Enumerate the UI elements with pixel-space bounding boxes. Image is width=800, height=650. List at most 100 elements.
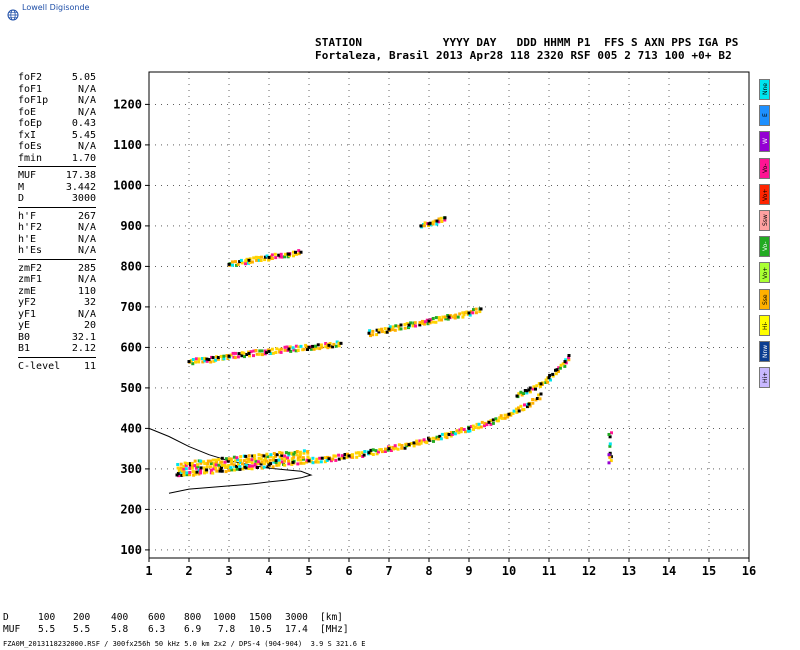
echo-mark <box>259 462 263 466</box>
param-name: h'F2 <box>18 222 43 233</box>
param-group-muf: MUF 17.38 M 3.442 D 3000 <box>18 170 96 205</box>
echo-mark <box>277 253 281 257</box>
echo-mark <box>255 352 259 356</box>
echo-mark <box>287 459 291 463</box>
echo-mark <box>191 358 195 361</box>
echo-mark <box>380 330 384 334</box>
data-point <box>307 459 311 463</box>
echo-mark <box>522 392 526 395</box>
echo-mark <box>205 359 209 363</box>
x-tick-label: 15 <box>702 564 716 578</box>
echo-mark <box>472 427 475 431</box>
param-name: C-level <box>18 360 61 372</box>
data-point <box>267 463 271 467</box>
param-value: N/A <box>77 274 96 285</box>
echo-mark <box>426 322 430 326</box>
echo-mark <box>371 453 375 456</box>
echo-mark <box>304 343 308 347</box>
data-point <box>227 262 231 266</box>
echo-mark <box>305 458 309 462</box>
muf-value: 5.5 <box>73 624 91 635</box>
distance-value: 800 <box>184 612 202 623</box>
echo-mark <box>182 473 186 477</box>
echo-mark <box>274 256 278 260</box>
param-name: yE <box>18 320 31 331</box>
echo-mark <box>188 471 192 474</box>
echo-mark <box>192 473 196 477</box>
echo-mark <box>283 348 287 352</box>
echo-mark <box>247 467 251 470</box>
echo-mark <box>331 457 335 461</box>
echo-mark <box>422 438 426 442</box>
muf-row-label: MUF <box>3 624 21 635</box>
echo-mark <box>260 349 264 353</box>
param-name: foEp <box>18 118 43 129</box>
echo-mark <box>380 327 384 331</box>
echo-mark <box>457 431 461 435</box>
legend-item: Vo+ <box>759 183 770 205</box>
echo-mark <box>252 354 255 358</box>
param-row: MUF 17.38 <box>18 170 96 182</box>
param-group-frequencies: foF2 5.05 foF1 N/A foF1p N/A foE N/A foEp 0.43 fxI… <box>18 72 96 164</box>
echo-mark <box>494 417 498 421</box>
echo-mark <box>468 429 472 433</box>
y-tick-label: 200 <box>120 502 142 516</box>
echo-mark <box>272 456 276 460</box>
echo-mark <box>206 462 210 466</box>
echo-mark <box>236 355 240 359</box>
echo-mark <box>210 355 213 359</box>
echo-mark <box>461 311 465 315</box>
param-row: fxI 5.45 <box>18 130 96 142</box>
legend-item: Vo- <box>759 157 770 179</box>
param-value: 2.12 <box>71 343 96 354</box>
data-point <box>387 327 391 331</box>
x-tick-label: 7 <box>385 564 392 578</box>
echo-mark <box>531 398 535 401</box>
echo-mark <box>250 260 254 264</box>
data-point <box>287 252 291 256</box>
echo-mark <box>185 462 189 466</box>
param-value: N/A <box>77 95 96 106</box>
echo-mark <box>324 342 328 345</box>
legend-item: Ssw <box>759 210 770 231</box>
legend-item: E <box>759 105 770 127</box>
echo-mark <box>254 459 258 463</box>
echo-mark <box>188 466 192 470</box>
echo-mark <box>299 461 303 465</box>
echo-mark <box>292 348 296 352</box>
echo-mark <box>537 393 541 397</box>
echo-mark <box>280 255 284 259</box>
echo-mark <box>214 466 218 470</box>
muf-value: 6.9 <box>184 624 202 635</box>
echo-mark <box>517 406 520 410</box>
echo-mark <box>334 344 338 348</box>
param-name: h'E <box>18 233 37 245</box>
echo-mark <box>278 461 282 465</box>
echo-mark <box>332 342 336 346</box>
echo-mark <box>537 382 541 386</box>
echo-mark <box>405 442 409 446</box>
echo-mark <box>197 472 201 476</box>
distance-value: 1500 <box>249 612 272 623</box>
echo-mark <box>224 470 228 474</box>
echo-mark <box>260 460 264 464</box>
echo-mark <box>535 384 539 388</box>
data-point <box>407 323 411 327</box>
echo-mark <box>608 444 612 448</box>
echo-mark <box>337 453 341 457</box>
echo-mark <box>278 455 282 459</box>
data-point <box>267 255 271 259</box>
echo-mark <box>399 327 403 331</box>
echo-mark <box>295 450 299 453</box>
echo-mark <box>263 349 267 353</box>
param-row: h'F2 N/A <box>18 222 96 234</box>
echo-mark <box>251 454 255 458</box>
echo-mark <box>234 260 237 264</box>
data-point <box>243 465 247 469</box>
param-name: foF2 <box>18 72 43 83</box>
echo-mark <box>257 453 261 457</box>
echo-mark <box>314 460 318 464</box>
echo-mark <box>203 468 207 472</box>
echo-mark <box>292 452 296 456</box>
muf-value: 17.4 <box>285 624 308 635</box>
